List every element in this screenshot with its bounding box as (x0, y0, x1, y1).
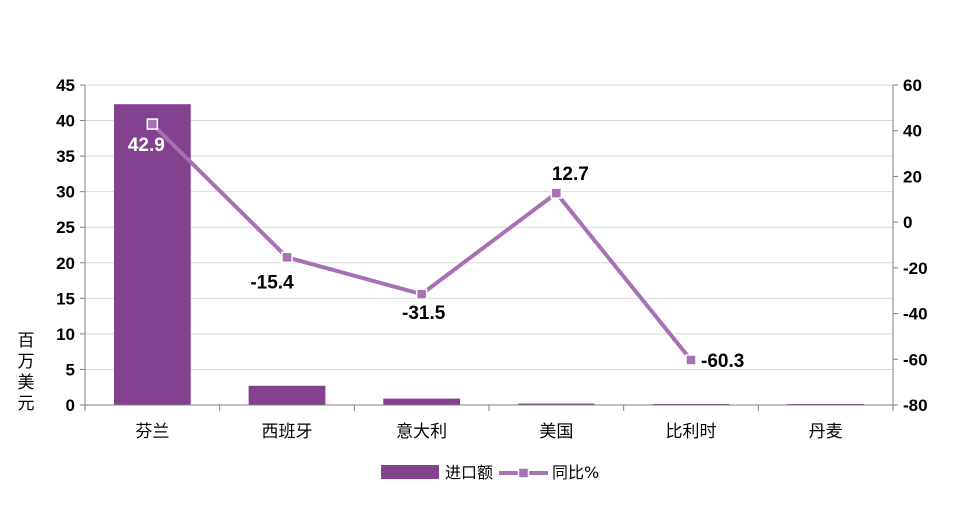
gridlines (85, 84, 893, 370)
legend-bar-label: 进口额 (445, 463, 493, 482)
data-label: 12.7 (552, 164, 589, 185)
line-marker-4 (685, 354, 697, 366)
left-tick-label: 5 (66, 360, 75, 379)
y-axis-label-char: 元 (18, 394, 35, 414)
line-marker-2 (415, 288, 428, 300)
right-tick-label: -60 (903, 350, 928, 369)
left-tick-label: 0 (66, 396, 75, 415)
y-axis-label-char: 百 (18, 331, 35, 351)
bar-3 (517, 403, 595, 405)
right-tick-label: -20 (903, 259, 928, 278)
right-tick-label: 0 (903, 213, 912, 232)
line-path (150, 122, 693, 362)
y-axis-label-char: 万 (18, 352, 35, 372)
right-axis-ticks: -80 -60 -40 -20 0 20 40 60 (903, 76, 928, 415)
left-axis-ticks: 0 5 10 15 20 25 30 35 40 45 (56, 76, 75, 415)
line-series (146, 118, 697, 366)
left-tick-label: 35 (56, 147, 75, 166)
category-label: 比利时 (666, 422, 717, 442)
right-tick-label: 60 (903, 76, 922, 95)
right-tick-label: 40 (903, 122, 922, 141)
axes (80, 84, 898, 411)
left-tick-label: 15 (56, 289, 75, 308)
left-tick-label: 10 (56, 325, 75, 344)
left-tick-label: 20 (56, 254, 75, 273)
category-label: 芬兰 (135, 422, 169, 442)
data-label: -31.5 (402, 303, 446, 324)
category-label: 美国 (539, 422, 573, 442)
y-axis-label-char: 美 (18, 373, 35, 393)
bar-0 (113, 104, 191, 405)
legend: 进口额 同比% (381, 463, 599, 482)
legend-bar-swatch (381, 465, 439, 479)
data-labels: 42.9 -15.4 -31.5 12.7 -60.3 (128, 135, 744, 372)
legend-line-label: 同比% (552, 463, 599, 482)
data-label: -60.3 (701, 351, 744, 372)
line-marker-0 (146, 118, 159, 130)
y-axis-label: 百万美元 (18, 331, 35, 414)
right-tick-label: -80 (903, 396, 928, 415)
left-tick-label: 40 (56, 112, 75, 131)
line-marker-1 (281, 251, 293, 264)
line-marker-3 (550, 187, 563, 199)
legend-line-marker (517, 467, 530, 479)
left-tick-label: 30 (56, 183, 75, 202)
category-labels: 芬兰 西班牙 意大利 美国 比利时 丹麦 (135, 422, 842, 442)
category-label: 意大利 (396, 422, 447, 442)
right-tick-label: -40 (903, 305, 928, 324)
bar-1 (248, 385, 326, 405)
bar-2 (383, 398, 461, 405)
left-tick-label: 45 (56, 76, 75, 95)
category-label: 丹麦 (809, 422, 843, 442)
data-label: 42.9 (128, 135, 165, 156)
left-tick-label: 25 (56, 218, 75, 237)
bar-series (113, 104, 865, 405)
category-label: 西班牙 (262, 422, 313, 442)
right-tick-label: 20 (903, 167, 922, 186)
data-label: -15.4 (250, 272, 294, 293)
